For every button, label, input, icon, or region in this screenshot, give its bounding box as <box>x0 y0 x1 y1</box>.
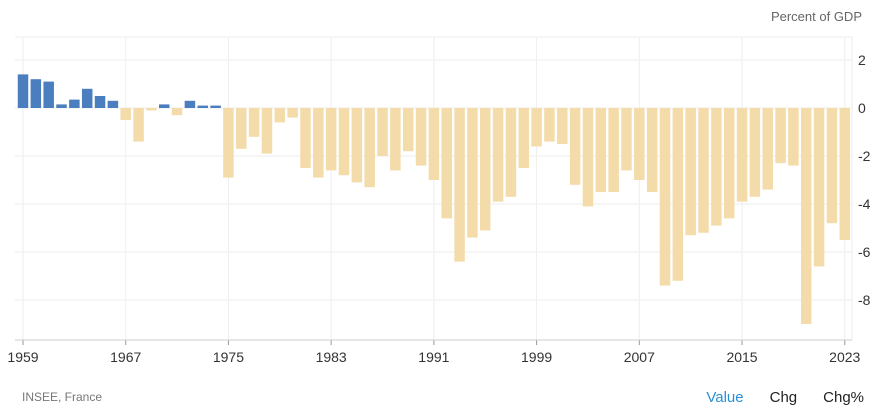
bar-1979[interactable] <box>274 108 286 123</box>
bar-2020[interactable] <box>800 108 812 324</box>
bar-1963[interactable] <box>69 99 80 108</box>
bar-1977[interactable] <box>248 108 260 137</box>
bar-2008[interactable] <box>646 108 658 192</box>
y-tick-label: -2 <box>858 148 871 164</box>
bar-1995[interactable] <box>479 108 491 231</box>
bar-2001[interactable] <box>557 108 568 144</box>
bar-1994[interactable] <box>467 108 478 238</box>
bar-1985[interactable] <box>351 108 363 183</box>
source-label: INSEE, France <box>22 390 103 404</box>
bar-2012[interactable] <box>698 108 709 233</box>
y-tick-label: -6 <box>858 244 871 260</box>
bar-1987[interactable] <box>377 108 388 156</box>
bar-1973[interactable] <box>197 105 209 108</box>
bar-2011[interactable] <box>685 108 696 236</box>
unit-label: Percent of GDP <box>770 9 862 24</box>
bar-2003[interactable] <box>582 108 594 207</box>
bar-2009[interactable] <box>659 108 671 286</box>
bar-1969[interactable] <box>146 108 157 111</box>
tab-chg[interactable]: Chg <box>769 389 798 406</box>
x-tick-label: 1999 <box>521 349 552 365</box>
y-tick-label: 0 <box>858 100 866 116</box>
bar-2007[interactable] <box>634 108 645 180</box>
bar-1990[interactable] <box>415 108 427 166</box>
x-tick-label: 1975 <box>213 349 244 365</box>
x-tick-label: 1983 <box>316 349 347 365</box>
bar-1998[interactable] <box>518 108 530 168</box>
bar-1975[interactable] <box>223 108 234 178</box>
tab-value[interactable]: Value <box>706 389 744 406</box>
bar-1968[interactable] <box>133 108 144 142</box>
bar-2023[interactable] <box>839 108 851 240</box>
bar-2021[interactable] <box>813 108 825 267</box>
bar-1982[interactable] <box>313 108 324 178</box>
bar-2000[interactable] <box>544 108 555 142</box>
bar-1981[interactable] <box>300 108 311 168</box>
tab-chg-percent[interactable]: Chg% <box>823 389 864 406</box>
bar-1967[interactable] <box>120 108 131 120</box>
bar-1962[interactable] <box>56 104 67 108</box>
view-tabs: Value Chg Chg% <box>706 389 864 406</box>
bar-2018[interactable] <box>775 108 786 164</box>
bar-2005[interactable] <box>608 108 619 192</box>
bar-2017[interactable] <box>762 108 773 190</box>
y-tick-label: 2 <box>858 52 866 68</box>
bar-1964[interactable] <box>81 88 93 108</box>
bar-2010[interactable] <box>672 108 684 281</box>
y-tick-label: -4 <box>858 196 871 212</box>
bar-2006[interactable] <box>621 108 632 171</box>
bar-1997[interactable] <box>505 108 517 197</box>
bar-1970[interactable] <box>158 104 170 108</box>
bar-1999[interactable] <box>531 108 542 147</box>
bar-1984[interactable] <box>338 108 350 176</box>
bar-1996[interactable] <box>492 108 504 202</box>
bar-2013[interactable] <box>711 108 722 226</box>
bar-1961[interactable] <box>43 81 54 108</box>
bar-2015[interactable] <box>736 108 748 202</box>
bar-1988[interactable] <box>390 108 401 171</box>
x-tick-label: 2007 <box>624 349 655 365</box>
bar-1974[interactable] <box>210 105 221 108</box>
bar-1965[interactable] <box>94 96 106 108</box>
bar-1972[interactable] <box>184 100 196 108</box>
x-tick-label: 2023 <box>829 349 860 365</box>
y-tick-label: -8 <box>858 292 871 308</box>
bar-1976[interactable] <box>236 108 247 149</box>
bar-2019[interactable] <box>788 108 799 166</box>
bar-1971[interactable] <box>171 108 183 116</box>
bar-1980[interactable] <box>287 108 298 118</box>
x-tick-label: 1959 <box>7 349 38 365</box>
bar-2004[interactable] <box>595 108 607 192</box>
bar-2014[interactable] <box>723 108 735 219</box>
x-tick-label: 2015 <box>726 349 757 365</box>
bar-1989[interactable] <box>402 108 414 152</box>
x-tick-label: 1967 <box>110 349 141 365</box>
x-tick-label: 1991 <box>418 349 449 365</box>
bar-1992[interactable] <box>441 108 452 219</box>
bar-1960[interactable] <box>30 79 42 108</box>
bar-1993[interactable] <box>454 108 465 262</box>
bar-1983[interactable] <box>325 108 337 171</box>
bar-1991[interactable] <box>428 108 440 180</box>
bar-2022[interactable] <box>826 108 838 224</box>
bar-1966[interactable] <box>107 100 119 108</box>
bar-1986[interactable] <box>364 108 375 188</box>
bar-1978[interactable] <box>261 108 273 154</box>
bar-2002[interactable] <box>569 108 581 185</box>
bar-2016[interactable] <box>749 108 761 197</box>
bar-1959[interactable] <box>17 74 29 108</box>
